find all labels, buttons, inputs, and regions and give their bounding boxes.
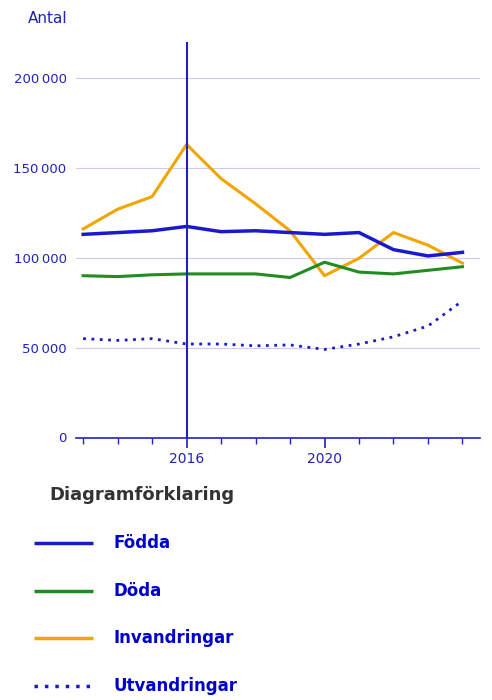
Text: Antal: Antal bbox=[28, 11, 67, 26]
Text: Invandringar: Invandringar bbox=[113, 629, 234, 647]
Text: Diagramförklaring: Diagramförklaring bbox=[49, 486, 234, 504]
Text: Utvandringar: Utvandringar bbox=[113, 677, 237, 694]
Text: Födda: Födda bbox=[113, 534, 170, 552]
Text: Döda: Döda bbox=[113, 582, 161, 599]
